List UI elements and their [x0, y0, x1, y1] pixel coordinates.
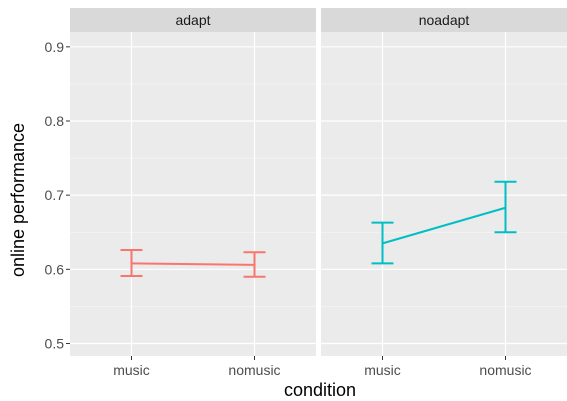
y-tick-label: 0.8	[45, 113, 65, 129]
y-tick-label: 0.9	[45, 39, 65, 55]
x-tick-label: music	[113, 362, 150, 378]
panel-adapt: adapt music nomusic	[70, 8, 316, 378]
error-bar	[371, 221, 394, 265]
strip-label: adapt	[175, 12, 210, 28]
x-tick-label: music	[364, 362, 401, 378]
y-axis-title: online performance	[8, 123, 28, 277]
series-line	[131, 262, 255, 266]
panel-noadapt: noadapt music nomusic	[321, 8, 567, 378]
series-line	[382, 206, 506, 245]
y-tick-label: 0.7	[45, 187, 65, 203]
panel-background	[321, 32, 567, 356]
y-tick-label: 0.5	[45, 335, 65, 351]
x-tick-label: nomusic	[479, 362, 531, 378]
error-bar	[243, 251, 266, 278]
error-bar	[120, 249, 143, 277]
y-tick-label: 0.6	[45, 261, 65, 277]
strip-background	[70, 8, 316, 32]
panel-background	[70, 32, 316, 356]
x-tick-label: nomusic	[228, 362, 280, 378]
error-bar	[494, 180, 517, 234]
strip-background	[321, 8, 567, 32]
strip-label: noadapt	[419, 12, 470, 28]
x-axis-title: condition	[284, 380, 356, 400]
